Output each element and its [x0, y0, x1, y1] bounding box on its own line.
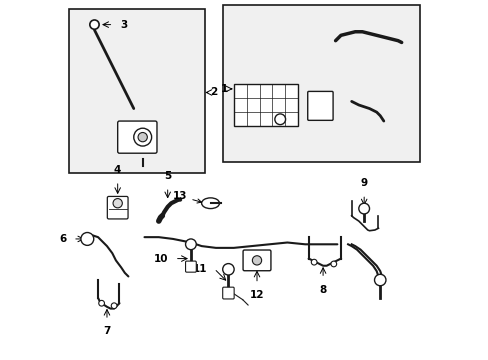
Circle shape [374, 274, 385, 286]
Circle shape [138, 132, 147, 142]
Circle shape [222, 264, 234, 275]
Text: 7: 7 [103, 327, 110, 337]
Circle shape [134, 128, 151, 146]
Text: 5: 5 [164, 171, 171, 181]
Circle shape [81, 233, 94, 246]
Bar [233, 84, 298, 126]
Text: 3: 3 [120, 19, 127, 30]
Circle shape [311, 259, 316, 265]
FancyBboxPatch shape [185, 261, 196, 272]
Text: 10: 10 [154, 253, 168, 264]
Circle shape [330, 261, 336, 267]
Circle shape [185, 239, 196, 249]
Bar [223, 5, 419, 162]
FancyBboxPatch shape [243, 250, 270, 271]
Text: 6: 6 [59, 234, 66, 244]
Circle shape [358, 203, 369, 214]
Text: 9: 9 [360, 178, 367, 188]
Circle shape [111, 303, 117, 309]
Text: 12: 12 [249, 290, 264, 300]
Text: 1: 1 [221, 84, 228, 94]
Text: 13: 13 [172, 191, 201, 203]
Circle shape [99, 300, 104, 306]
FancyBboxPatch shape [107, 197, 128, 219]
Bar [69, 9, 205, 173]
FancyBboxPatch shape [222, 287, 234, 299]
Text: 2: 2 [210, 87, 217, 98]
Circle shape [113, 199, 122, 208]
Text: 11: 11 [193, 264, 207, 274]
Circle shape [90, 20, 99, 29]
Text: 4: 4 [114, 165, 121, 175]
FancyBboxPatch shape [118, 121, 157, 153]
Circle shape [252, 256, 261, 265]
FancyBboxPatch shape [307, 91, 332, 120]
Circle shape [274, 114, 285, 125]
Ellipse shape [201, 198, 219, 208]
Text: 8: 8 [319, 285, 326, 295]
